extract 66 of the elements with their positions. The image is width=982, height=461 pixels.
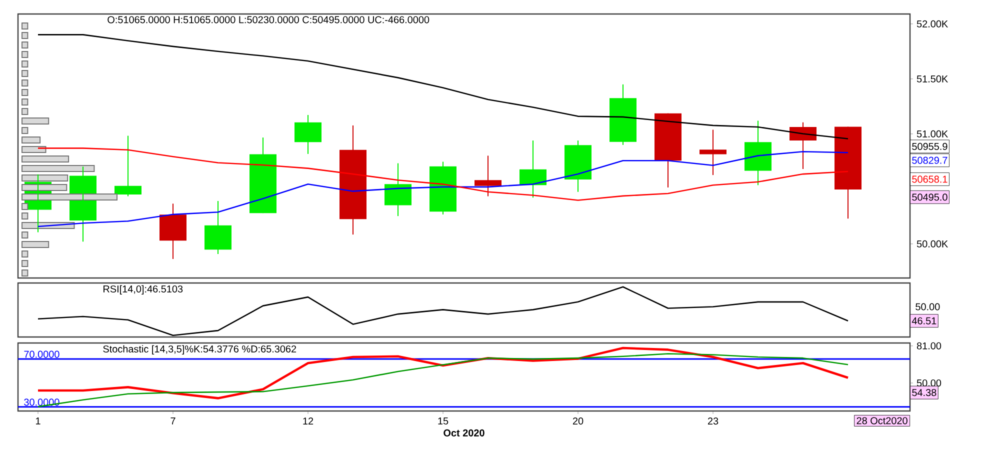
y-tick-label: 81.00 (916, 342, 942, 350)
x-tick-label: 20 (572, 418, 584, 425)
bar (22, 155, 70, 162)
text: 50829.7 (912, 156, 948, 164)
candlestick (610, 84, 637, 146)
text: 50955.9 (912, 142, 948, 150)
candlestick (340, 124, 367, 236)
candlestick (384, 162, 412, 217)
candlestick (250, 137, 277, 214)
chart-title: RSI[14,0]:46.5103 (104, 285, 183, 294)
candlestick (294, 114, 322, 154)
bar (22, 126, 28, 134)
bar (22, 136, 41, 144)
bar (22, 146, 46, 153)
bar (22, 269, 28, 276)
x-tick-label: 1 (36, 418, 40, 424)
candlestick (160, 203, 187, 260)
bar (22, 41, 28, 48)
bar (22, 60, 28, 68)
x-tick-label: 12 (303, 418, 314, 424)
ref-line-label: 70.0000 (24, 350, 60, 358)
chart-title: O:51065.0000 H:51065.0000 L:50230.0000 C:50495.0000 UC:-466.0000 (108, 16, 430, 24)
candlestick (834, 126, 862, 220)
y-tick-label: 50.00 (916, 379, 942, 387)
y-tick-label: 51.00K (916, 130, 948, 138)
bar (22, 50, 28, 58)
candlestick (204, 200, 232, 255)
y-tick-label: 52.00K (916, 20, 948, 28)
bar (22, 88, 28, 96)
bar (22, 32, 28, 39)
bar (22, 108, 28, 115)
candlestick (700, 129, 727, 176)
x-tick-label: 7 (170, 418, 176, 424)
bar (22, 260, 28, 267)
bar (22, 202, 28, 210)
text: 28 Oct2020 (856, 417, 908, 424)
y-tick-label: 50.00K (916, 240, 948, 248)
chart-title: Stochastic [14,3,5]%K:54.3776 %D:65.3062 (103, 345, 296, 354)
bar (22, 184, 68, 191)
x-tick-label: 23 (708, 418, 718, 425)
text: 50658.1 (912, 176, 948, 183)
bar (22, 250, 28, 258)
bar (22, 231, 28, 238)
y-tick-label: 51.50K (916, 75, 948, 82)
candlestick (430, 161, 457, 215)
x-tick-label: 15 (438, 418, 448, 424)
text: 50495.0 (912, 194, 948, 201)
bar (22, 98, 28, 106)
candlestick (744, 120, 772, 186)
candlestick (114, 135, 142, 197)
candlestick (474, 155, 502, 197)
candlestick (654, 112, 682, 188)
bar (22, 79, 28, 86)
bar (22, 22, 28, 30)
bar (22, 193, 118, 200)
bar (22, 174, 68, 182)
bar (22, 212, 28, 220)
line-series (37, 150, 849, 228)
bar (22, 164, 95, 172)
x-axis-title: Oct 2020 (444, 429, 484, 436)
bar (22, 70, 28, 77)
text: 46.51 (912, 317, 936, 324)
text: 54.38 (912, 389, 936, 396)
bar (22, 240, 50, 248)
candlestick (564, 140, 592, 192)
bar (22, 117, 50, 124)
